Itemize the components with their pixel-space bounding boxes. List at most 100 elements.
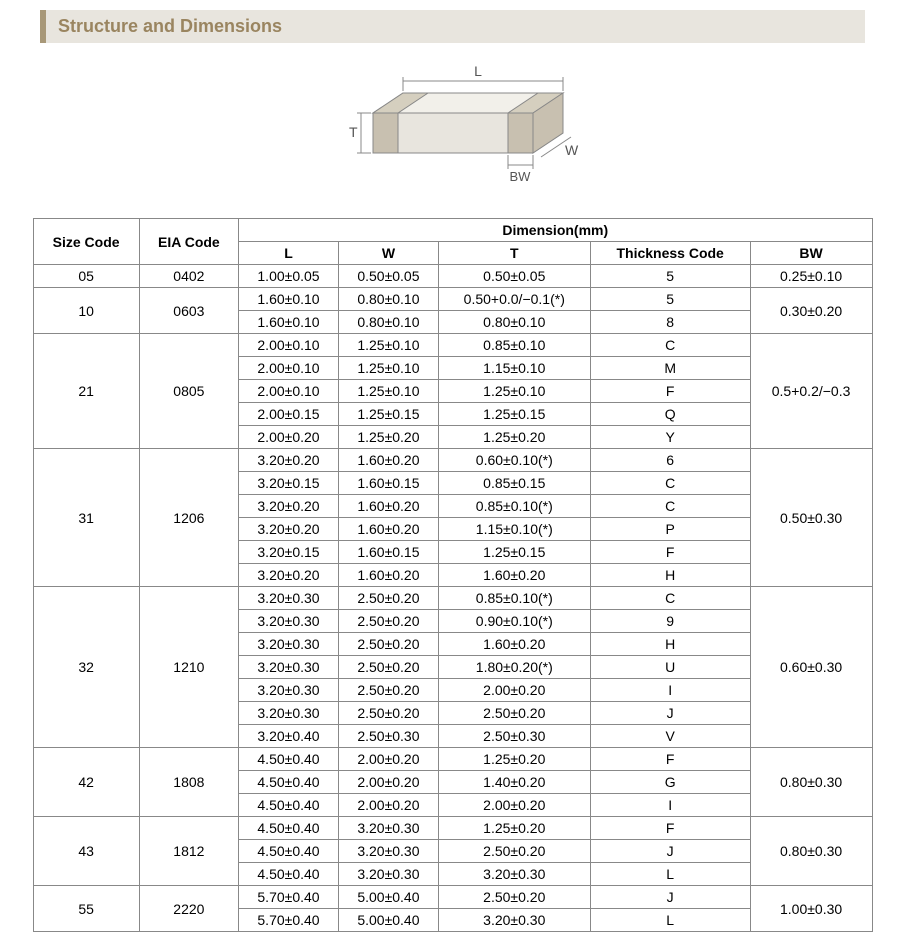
cell-L: 3.20±0.30 xyxy=(239,656,339,679)
cell-L: 5.70±0.40 xyxy=(239,886,339,909)
cell-T: 1.25±0.15 xyxy=(438,403,590,426)
table-row: 0504021.00±0.050.50±0.050.50±0.0550.25±0… xyxy=(33,265,872,288)
cell-bw: 0.80±0.30 xyxy=(750,748,872,817)
label-W: W xyxy=(565,142,579,158)
cell-L: 3.20±0.20 xyxy=(239,449,339,472)
cell-code: V xyxy=(590,725,750,748)
cell-eia: 1812 xyxy=(139,817,238,886)
cell-size: 43 xyxy=(33,817,139,886)
cell-code: 5 xyxy=(590,288,750,311)
cell-W: 1.60±0.20 xyxy=(338,449,438,472)
cell-bw: 0.30±0.20 xyxy=(750,288,872,334)
cell-code: G xyxy=(590,771,750,794)
cell-L: 3.20±0.20 xyxy=(239,518,339,541)
cell-L: 2.00±0.20 xyxy=(239,426,339,449)
cell-L: 5.70±0.40 xyxy=(239,909,339,932)
cell-code: C xyxy=(590,495,750,518)
cell-W: 2.00±0.20 xyxy=(338,794,438,817)
cell-L: 3.20±0.30 xyxy=(239,702,339,725)
cell-code: F xyxy=(590,817,750,840)
cell-eia: 0805 xyxy=(139,334,238,449)
cell-bw: 0.60±0.30 xyxy=(750,587,872,748)
cell-W: 3.20±0.30 xyxy=(338,817,438,840)
cell-T: 2.50±0.20 xyxy=(438,886,590,909)
cell-W: 2.00±0.20 xyxy=(338,771,438,794)
cell-eia: 1210 xyxy=(139,587,238,748)
cell-code: U xyxy=(590,656,750,679)
cell-L: 1.60±0.10 xyxy=(239,311,339,334)
cell-W: 2.50±0.20 xyxy=(338,656,438,679)
cell-T: 1.25±0.15 xyxy=(438,541,590,564)
cell-T: 1.25±0.20 xyxy=(438,817,590,840)
cell-L: 3.20±0.20 xyxy=(239,564,339,587)
dimensions-table: Size Code EIA Code Dimension(mm) L W T T… xyxy=(33,218,873,932)
cell-T: 0.60±0.10(*) xyxy=(438,449,590,472)
cell-L: 3.20±0.15 xyxy=(239,472,339,495)
cell-T: 1.15±0.10 xyxy=(438,357,590,380)
cell-code: J xyxy=(590,702,750,725)
cell-L: 3.20±0.40 xyxy=(239,725,339,748)
table-row: 4218084.50±0.402.00±0.201.25±0.20F0.80±0… xyxy=(33,748,872,771)
cell-bw: 0.80±0.30 xyxy=(750,817,872,886)
cell-code: 8 xyxy=(590,311,750,334)
cell-size: 42 xyxy=(33,748,139,817)
cell-code: C xyxy=(590,587,750,610)
cell-size: 10 xyxy=(33,288,139,334)
cell-T: 3.20±0.30 xyxy=(438,909,590,932)
cell-W: 2.50±0.30 xyxy=(338,725,438,748)
col-BW: BW xyxy=(750,242,872,265)
cell-W: 1.25±0.20 xyxy=(338,426,438,449)
cell-T: 1.60±0.20 xyxy=(438,633,590,656)
table-row: 3212103.20±0.302.50±0.200.85±0.10(*)C0.6… xyxy=(33,587,872,610)
cell-L: 2.00±0.15 xyxy=(239,403,339,426)
table-row: 4318124.50±0.403.20±0.301.25±0.20F0.80±0… xyxy=(33,817,872,840)
cell-code: F xyxy=(590,541,750,564)
label-L: L xyxy=(474,63,482,79)
cell-L: 4.50±0.40 xyxy=(239,863,339,886)
cell-L: 4.50±0.40 xyxy=(239,840,339,863)
col-T: T xyxy=(438,242,590,265)
component-diagram: L W T BW xyxy=(0,53,905,208)
cell-W: 0.80±0.10 xyxy=(338,288,438,311)
cell-T: 0.50+0.0/−0.1(*) xyxy=(438,288,590,311)
cell-L: 3.20±0.30 xyxy=(239,633,339,656)
table-row: 3112063.20±0.201.60±0.200.60±0.10(*)60.5… xyxy=(33,449,872,472)
label-T: T xyxy=(349,124,358,140)
cell-T: 1.80±0.20(*) xyxy=(438,656,590,679)
cell-code: I xyxy=(590,679,750,702)
table-row: 2108052.00±0.101.25±0.100.85±0.10C0.5+0.… xyxy=(33,334,872,357)
cell-L: 4.50±0.40 xyxy=(239,794,339,817)
cell-W: 2.50±0.20 xyxy=(338,702,438,725)
cell-bw: 1.00±0.30 xyxy=(750,886,872,932)
cell-code: C xyxy=(590,472,750,495)
cell-L: 2.00±0.10 xyxy=(239,380,339,403)
cell-T: 0.50±0.05 xyxy=(438,265,590,288)
cell-code: H xyxy=(590,633,750,656)
cell-T: 1.60±0.20 xyxy=(438,564,590,587)
cell-code: P xyxy=(590,518,750,541)
cell-L: 3.20±0.20 xyxy=(239,495,339,518)
cell-size: 55 xyxy=(33,886,139,932)
cell-T: 2.00±0.20 xyxy=(438,679,590,702)
col-dimension: Dimension(mm) xyxy=(239,219,872,242)
cell-code: H xyxy=(590,564,750,587)
cell-W: 2.00±0.20 xyxy=(338,748,438,771)
cell-code: 9 xyxy=(590,610,750,633)
cell-W: 2.50±0.20 xyxy=(338,610,438,633)
cell-W: 5.00±0.40 xyxy=(338,909,438,932)
cell-code: C xyxy=(590,334,750,357)
cell-bw: 0.50±0.30 xyxy=(750,449,872,587)
cell-size: 31 xyxy=(33,449,139,587)
cell-bw: 0.5+0.2/−0.3 xyxy=(750,334,872,449)
cell-L: 2.00±0.10 xyxy=(239,357,339,380)
cell-W: 2.50±0.20 xyxy=(338,587,438,610)
cell-L: 2.00±0.10 xyxy=(239,334,339,357)
cell-W: 2.50±0.20 xyxy=(338,679,438,702)
cell-W: 1.60±0.20 xyxy=(338,495,438,518)
cell-W: 1.60±0.15 xyxy=(338,541,438,564)
cell-L: 3.20±0.30 xyxy=(239,679,339,702)
table-row: 1006031.60±0.100.80±0.100.50+0.0/−0.1(*)… xyxy=(33,288,872,311)
col-thick: Thickness Code xyxy=(590,242,750,265)
cell-W: 3.20±0.30 xyxy=(338,840,438,863)
cell-L: 1.00±0.05 xyxy=(239,265,339,288)
